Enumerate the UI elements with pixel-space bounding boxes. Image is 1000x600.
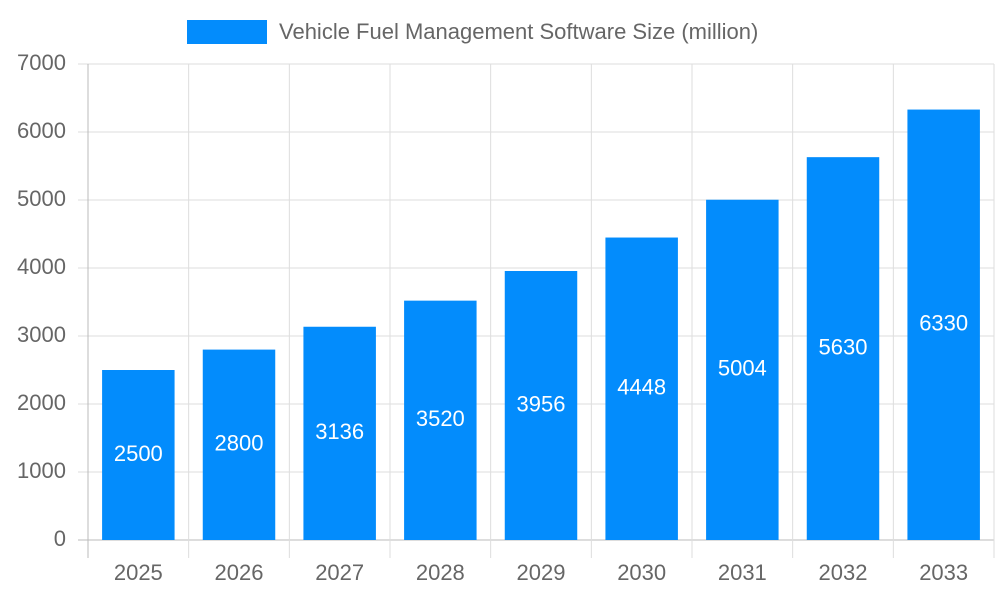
y-tick-label: 4000: [17, 254, 66, 279]
x-tick-label: 2025: [114, 560, 163, 585]
legend-swatch: [187, 20, 267, 44]
bar: [504, 270, 578, 540]
data-label: 5004: [718, 356, 767, 381]
x-tick-label: 2026: [215, 560, 264, 585]
data-label: 3956: [517, 391, 566, 416]
data-label: 5630: [819, 334, 868, 359]
x-tick-label: 2033: [919, 560, 968, 585]
y-tick-label: 3000: [17, 322, 66, 347]
y-tick-label: 6000: [17, 118, 66, 143]
bar: [605, 237, 678, 540]
data-label: 6330: [919, 311, 968, 336]
data-label: 2800: [215, 431, 264, 456]
bar: [303, 326, 376, 540]
bar: [907, 109, 980, 540]
y-tick-label: 5000: [17, 186, 66, 211]
y-tick-label: 1000: [17, 458, 66, 483]
bar: [806, 157, 880, 540]
x-tick-label: 2030: [617, 560, 666, 585]
data-label: 4448: [617, 375, 666, 400]
bar: [102, 370, 175, 540]
x-tick-label: 2031: [718, 560, 767, 585]
y-tick-label: 7000: [17, 50, 66, 75]
data-label: 3136: [315, 419, 364, 444]
bar: [706, 199, 779, 540]
x-tick-label: 2029: [517, 560, 566, 585]
x-tick-label: 2027: [315, 560, 364, 585]
y-tick-label: 0: [54, 526, 66, 551]
data-label: 2500: [114, 441, 163, 466]
legend-label: Vehicle Fuel Management Software Size (m…: [279, 19, 758, 44]
x-tick-label: 2028: [416, 560, 465, 585]
data-label: 3520: [416, 406, 465, 431]
bar: [202, 349, 276, 540]
bar: [404, 300, 477, 540]
x-tick-label: 2032: [819, 560, 868, 585]
y-tick-label: 2000: [17, 390, 66, 415]
